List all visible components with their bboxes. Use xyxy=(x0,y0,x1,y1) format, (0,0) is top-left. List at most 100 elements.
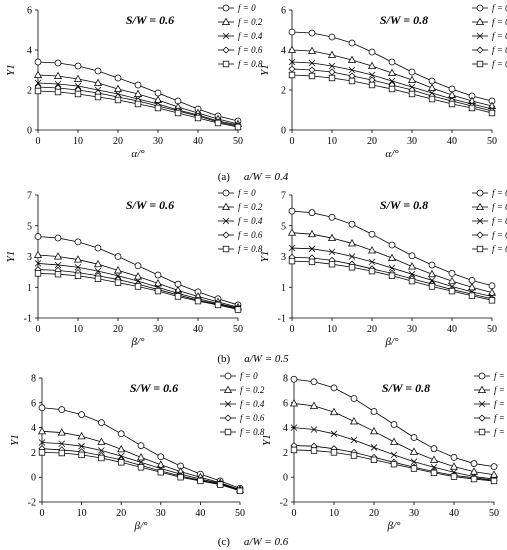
chart-title: S/W = 0.8 xyxy=(380,198,428,212)
data-point xyxy=(290,375,298,383)
data-point xyxy=(367,245,377,254)
data-point xyxy=(38,449,46,456)
x-tick-label: 50 xyxy=(489,508,499,519)
x-tick-label: 40 xyxy=(193,324,203,335)
data-point xyxy=(370,444,378,451)
data-point xyxy=(134,81,142,89)
data-point xyxy=(327,233,337,242)
x-axis-label: β/° xyxy=(131,336,146,348)
data-point xyxy=(34,58,42,66)
legend-marker xyxy=(476,245,484,253)
legend-label: f = 0.4 xyxy=(492,31,507,41)
y-tick-label: 5 xyxy=(281,221,286,232)
data-point xyxy=(53,252,63,260)
x-tick-label: 20 xyxy=(367,136,377,147)
data-point xyxy=(114,74,122,82)
legend-marker xyxy=(222,245,230,253)
x-tick-label: 40 xyxy=(447,136,457,147)
x-tick-label: 50 xyxy=(235,508,245,519)
data-point xyxy=(308,29,316,37)
legend-label: f = 0.6 xyxy=(238,230,263,240)
y-tick-label: 1 xyxy=(27,283,32,294)
data-point xyxy=(54,271,62,278)
legend-label: f = 0.4 xyxy=(238,216,263,226)
x-tick-label: 10 xyxy=(73,136,83,147)
data-point xyxy=(450,473,458,480)
data-point xyxy=(290,446,298,454)
data-point xyxy=(407,75,417,83)
legend-label: f = 0.6 xyxy=(240,413,265,423)
data-point xyxy=(370,456,378,464)
series-line-4 xyxy=(291,260,493,301)
data-point xyxy=(288,257,296,265)
data-point xyxy=(488,109,496,117)
data-point xyxy=(350,395,358,402)
data-point xyxy=(136,452,146,461)
data-point xyxy=(34,87,42,95)
x-tick-label: 50 xyxy=(487,324,497,335)
data-point xyxy=(117,444,126,453)
y-tick-label: 1 xyxy=(281,283,286,294)
y-tick-label: 4 xyxy=(31,423,36,434)
data-point xyxy=(133,272,143,280)
x-tick-label: 50 xyxy=(233,136,243,147)
data-point xyxy=(288,244,296,252)
data-point xyxy=(427,83,437,91)
x-tick-label: 30 xyxy=(156,508,166,519)
data-point xyxy=(350,452,358,459)
x-tick-label: 20 xyxy=(116,508,126,519)
data-point xyxy=(134,100,142,108)
data-point xyxy=(390,461,398,468)
data-point xyxy=(308,209,316,217)
chart-panel-2: 0 10 20 30 40 50 -1 1 3 5 7 β/° Y1 S/W = 0.6 f = 0 f = … xyxy=(5,188,263,348)
y-axis-label: Y1 xyxy=(259,251,271,263)
data-point xyxy=(58,406,66,413)
chart-title: S/W = 0.6 xyxy=(126,198,174,212)
data-point xyxy=(348,77,356,85)
legend-label: f = 0.2 xyxy=(494,385,507,395)
chart-title: S/W = 0.6 xyxy=(126,13,174,27)
legend-marker xyxy=(224,428,232,436)
legend-marker xyxy=(222,4,230,12)
data-point xyxy=(408,270,416,278)
x-tick-label: 30 xyxy=(153,324,163,335)
data-point xyxy=(429,455,439,463)
data-point xyxy=(58,440,66,447)
data-point xyxy=(287,45,297,53)
legend-marker xyxy=(222,32,230,40)
data-point xyxy=(153,279,163,287)
data-point xyxy=(390,421,398,428)
data-point xyxy=(33,250,43,258)
legend-label: f = 0 xyxy=(492,3,507,13)
data-point xyxy=(94,267,102,275)
data-point xyxy=(448,270,456,277)
x-tick-label: 20 xyxy=(113,136,123,147)
y-tick-label: -2 xyxy=(28,498,36,509)
data-point xyxy=(370,408,378,415)
data-point xyxy=(53,71,63,79)
data-point xyxy=(117,452,125,460)
x-tick-label: 30 xyxy=(153,136,163,147)
y-tick-label: 2 xyxy=(27,86,32,97)
y-tick-label: 0 xyxy=(31,473,36,484)
y-tick-label: -2 xyxy=(280,498,288,509)
data-point xyxy=(329,407,339,416)
data-point xyxy=(137,442,145,449)
legend-marker xyxy=(221,17,231,25)
data-point xyxy=(308,66,316,74)
data-point xyxy=(349,417,359,425)
data-point xyxy=(348,264,356,271)
data-point xyxy=(467,282,477,291)
legend-label: f = 0.8 xyxy=(238,59,263,69)
legend-marker xyxy=(222,217,230,225)
data-point xyxy=(73,74,83,82)
data-point xyxy=(488,297,496,304)
data-point xyxy=(58,449,65,457)
data-point xyxy=(388,272,396,279)
data-point xyxy=(468,104,476,112)
legend-marker xyxy=(476,217,484,225)
data-point xyxy=(328,213,336,221)
data-point xyxy=(114,272,122,279)
data-point xyxy=(134,283,142,290)
data-point xyxy=(447,276,457,285)
